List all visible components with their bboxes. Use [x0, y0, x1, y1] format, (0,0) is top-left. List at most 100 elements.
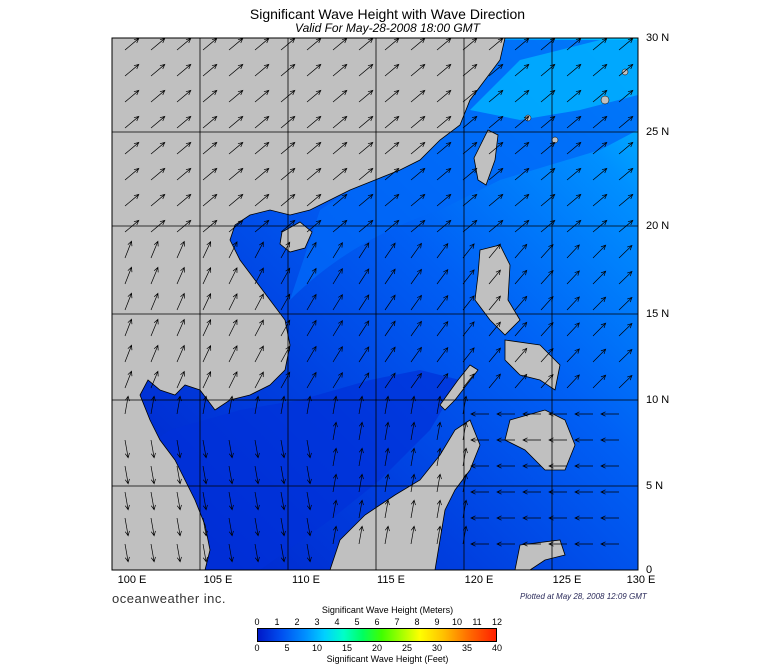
direction-arrow	[488, 167, 504, 181]
direction-arrow	[176, 89, 192, 103]
direction-arrow	[332, 499, 338, 519]
direction-arrow	[124, 395, 130, 415]
direction-arrow	[124, 318, 133, 337]
direction-arrow	[592, 244, 607, 259]
direction-arrow	[600, 437, 619, 443]
colorbar-meters-tick: 12	[491, 617, 502, 627]
direction-arrow	[436, 268, 449, 285]
lon-label: 120 E	[464, 574, 494, 586]
direction-arrow	[574, 515, 593, 521]
direction-arrow	[280, 167, 296, 181]
direction-arrow	[384, 320, 396, 337]
direction-arrow	[332, 293, 343, 311]
direction-arrow	[540, 219, 556, 233]
direction-arrow	[618, 322, 633, 337]
direction-arrow	[228, 491, 234, 511]
direction-arrow	[358, 372, 370, 389]
direction-arrow	[254, 491, 260, 511]
land-taiwan	[473, 129, 499, 186]
lon-label: 110 E	[292, 574, 320, 586]
direction-arrow	[280, 491, 286, 511]
direction-arrow	[574, 541, 593, 547]
lon-label: 130 E	[626, 574, 656, 586]
direction-arrow	[384, 167, 400, 181]
direction-arrow	[488, 115, 504, 129]
direction-arrow	[176, 543, 182, 563]
direction-arrow	[522, 463, 541, 469]
direction-arrow	[436, 447, 442, 467]
direction-arrow	[358, 525, 364, 545]
lat-label: 5 N	[646, 480, 664, 492]
direction-arrow	[280, 241, 291, 259]
lat-label: 15 N	[646, 308, 670, 320]
direction-arrow	[228, 465, 234, 485]
direction-arrow	[384, 499, 390, 519]
direction-arrow	[358, 421, 364, 441]
direction-arrow	[332, 421, 338, 441]
direction-arrow	[358, 346, 370, 363]
direction-arrow	[488, 141, 504, 155]
direction-arrow	[488, 321, 501, 337]
direction-arrow	[410, 372, 422, 389]
direction-arrow	[254, 439, 260, 459]
direction-arrow	[280, 517, 286, 537]
direction-arrow	[124, 439, 130, 459]
direction-arrow	[280, 267, 291, 285]
direction-arrow	[574, 411, 593, 417]
direction-arrow	[410, 167, 426, 181]
direction-arrow	[566, 322, 580, 337]
direction-arrow	[124, 89, 140, 103]
direction-arrow	[202, 292, 212, 311]
direction-arrow	[202, 115, 218, 129]
direction-arrow	[358, 268, 370, 285]
direction-arrow	[254, 167, 270, 181]
direction-arrow	[436, 320, 449, 337]
direction-arrow	[514, 295, 528, 311]
direction-arrow	[202, 344, 212, 363]
direction-arrow	[150, 240, 159, 259]
direction-arrow	[332, 371, 343, 389]
direction-arrow	[254, 371, 264, 389]
direction-arrow	[592, 63, 608, 77]
direction-arrow	[600, 541, 619, 547]
direction-arrow	[462, 243, 475, 259]
direction-arrow	[410, 242, 422, 259]
direction-arrow	[600, 515, 619, 521]
direction-arrow	[176, 318, 185, 337]
direction-arrow	[306, 465, 312, 485]
direction-arrow	[514, 63, 530, 77]
colorbar-feet-tick: 40	[491, 643, 502, 653]
direction-arrow	[228, 219, 244, 233]
chart-subtitle: Valid For May-28-2008 18:00 GMT	[295, 21, 480, 35]
direction-arrow	[202, 491, 208, 511]
direction-arrow	[410, 268, 422, 285]
direction-arrow	[124, 266, 133, 285]
direction-arrow	[332, 525, 338, 545]
direction-arrow	[150, 266, 159, 285]
direction-arrow	[254, 345, 264, 363]
direction-arrow	[592, 322, 607, 337]
direction-arrow	[600, 411, 619, 417]
direction-arrow	[488, 89, 504, 103]
direction-arrow	[496, 463, 515, 469]
direction-arrow	[522, 437, 541, 443]
direction-arrow	[202, 193, 218, 207]
lon-label: 105 E	[203, 574, 233, 586]
colorbar-meters-tick: 5	[354, 617, 360, 627]
direction-arrow	[410, 395, 416, 415]
direction-arrow	[176, 63, 192, 77]
direction-arrow	[150, 370, 159, 389]
lon-label: 125 E	[552, 574, 582, 586]
direction-arrow	[254, 543, 260, 563]
direction-arrow	[254, 465, 260, 485]
direction-arrow	[306, 267, 317, 285]
colorbar-feet-tick: 20	[371, 643, 382, 653]
direction-arrow	[228, 395, 234, 415]
direction-arrow	[332, 473, 338, 493]
direction-arrow	[410, 447, 416, 467]
direction-arrow	[548, 541, 567, 547]
direction-arrow	[202, 167, 218, 181]
direction-arrow	[600, 489, 619, 495]
direction-arrow	[410, 320, 422, 337]
direction-arrow	[592, 296, 607, 311]
